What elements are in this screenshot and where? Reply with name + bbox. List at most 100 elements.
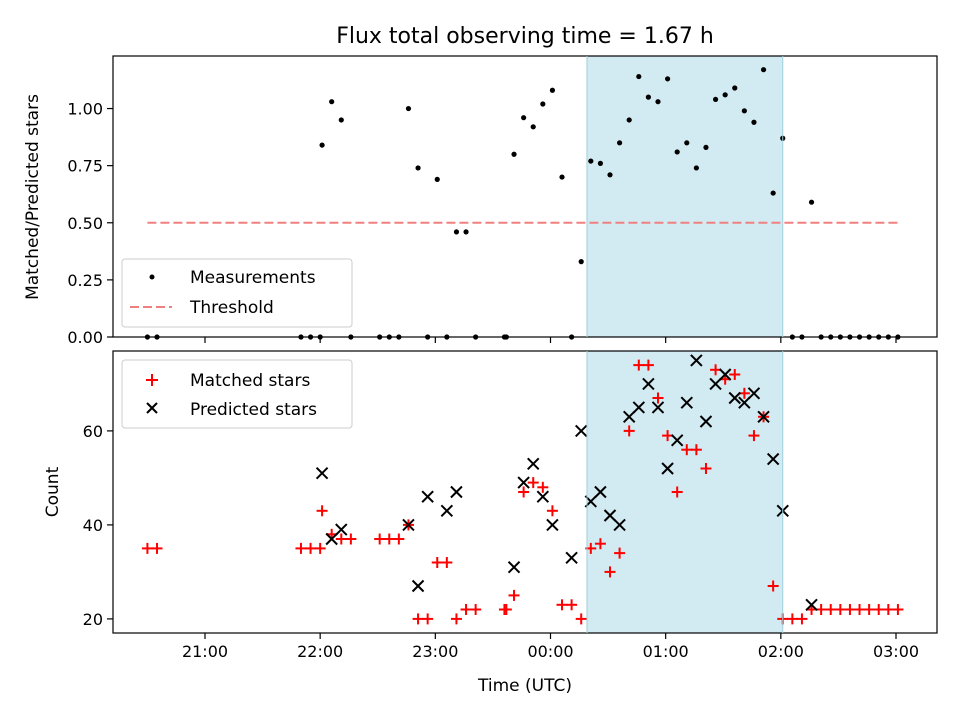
bottom-y-axis-label: Count xyxy=(43,466,63,517)
matched-star-point xyxy=(854,604,866,615)
predicted-star-point xyxy=(450,485,463,499)
predicted-star-point xyxy=(670,434,684,447)
measurement-point xyxy=(674,149,680,155)
predicted-star-point xyxy=(335,523,348,536)
top-legend-box xyxy=(121,258,353,328)
measurement-point xyxy=(578,259,584,265)
measurement-point xyxy=(415,165,421,171)
matched-star-point xyxy=(834,604,846,615)
xtick-label: 03:00 xyxy=(873,642,919,661)
matched-star-point xyxy=(556,599,568,611)
predicted-star-point xyxy=(507,560,521,574)
legend-predicted-marker xyxy=(146,402,158,414)
matched-star-point xyxy=(527,477,539,489)
matched-star-point xyxy=(450,613,462,625)
matched-star-point xyxy=(892,604,904,615)
measurement-point xyxy=(808,199,815,205)
matched-star-point xyxy=(700,463,712,474)
predicted-star-point xyxy=(325,532,338,546)
xtick-label: 00:00 xyxy=(527,642,573,661)
predicted-star-point xyxy=(315,466,329,480)
top-ytick-label: 0.75 xyxy=(67,157,103,176)
predicted-star-point xyxy=(757,410,770,424)
measurement-point xyxy=(684,140,690,146)
matched-star-point xyxy=(431,557,443,568)
predicted-star-point xyxy=(575,424,588,438)
bottom-ytick-label: 20 xyxy=(83,610,103,629)
legend-predicted-label: Predicted stars xyxy=(190,400,317,420)
matched-star-point xyxy=(518,486,530,498)
matched-star-point xyxy=(335,533,347,545)
measurement-point xyxy=(636,73,642,80)
bottom-ytick-label: 60 xyxy=(83,422,103,441)
matched-star-point xyxy=(422,613,434,625)
predicted-star-point xyxy=(738,396,751,409)
matched-star-point xyxy=(316,505,328,517)
matched-star-point xyxy=(305,542,317,554)
matched-star-point xyxy=(863,604,875,615)
matched-star-point xyxy=(393,533,405,545)
matched-star-point xyxy=(604,566,616,578)
measurement-point xyxy=(530,124,536,130)
predicted-star-point xyxy=(766,452,780,466)
matched-star-point xyxy=(614,547,626,559)
matched-star-point xyxy=(825,604,837,615)
matched-star-point xyxy=(690,444,702,456)
measurement-point xyxy=(463,229,469,235)
xtick-label: 01:00 xyxy=(643,642,689,661)
matched-star-point xyxy=(441,557,453,568)
legend-measurements-label: Measurements xyxy=(190,268,316,288)
matched-star-point xyxy=(767,580,779,592)
matched-star-point xyxy=(508,589,520,601)
measurement-point xyxy=(712,96,719,103)
matched-star-point xyxy=(873,604,885,615)
measurement-point xyxy=(741,108,747,114)
matched-star-point xyxy=(594,538,606,550)
bottom-legend: Matched stars Predicted stars xyxy=(121,359,353,429)
top-ytick-label: 0.25 xyxy=(67,271,103,290)
matched-star-point xyxy=(786,613,798,625)
matched-star-point xyxy=(566,599,578,611)
predicted-star-point xyxy=(527,457,540,471)
measurement-point xyxy=(770,190,776,196)
predicted-star-point xyxy=(411,579,425,593)
matched-star-point xyxy=(796,613,808,625)
legend-matched-label: Matched stars xyxy=(190,371,310,391)
predicted-star-point xyxy=(603,509,617,522)
xtick-label: 23:00 xyxy=(412,642,458,661)
matched-star-point xyxy=(748,430,760,442)
bottom-plot-frame xyxy=(112,350,938,634)
measurement-point xyxy=(338,117,344,123)
measurement-point xyxy=(540,101,546,107)
measurement-point xyxy=(732,85,738,91)
matched-star-point xyxy=(671,486,683,498)
measurement-point xyxy=(607,172,613,178)
xtick-label: 22:00 xyxy=(297,642,343,661)
matched-star-point xyxy=(295,542,307,554)
xtick-label: 02:00 xyxy=(758,642,804,661)
measurement-point xyxy=(664,76,671,82)
bottom-ytick-label: 40 xyxy=(83,516,103,535)
predicted-star-point xyxy=(421,490,434,503)
matched-star-point xyxy=(681,444,693,456)
top-ytick-label: 1.00 xyxy=(67,100,103,119)
predicted-star-point xyxy=(565,551,578,565)
top-ytick-label: 0.50 xyxy=(67,214,103,233)
measurement-point xyxy=(617,140,623,146)
predicted-star-point xyxy=(613,518,626,532)
predicted-star-point xyxy=(661,462,674,475)
matched-star-point xyxy=(374,533,386,545)
matched-star-point xyxy=(345,533,357,545)
predicted-star-point xyxy=(546,518,559,532)
matched-star-point xyxy=(412,613,424,625)
measurement-point xyxy=(597,160,604,166)
matched-star-point xyxy=(460,604,472,615)
measurement-point xyxy=(655,99,661,105)
measurement-point xyxy=(434,176,440,182)
predicted-star-point xyxy=(536,490,550,503)
measurement-point xyxy=(405,105,412,112)
bottom-legend-box xyxy=(121,359,353,429)
measurement-point xyxy=(549,87,556,93)
measurement-point xyxy=(645,94,651,100)
